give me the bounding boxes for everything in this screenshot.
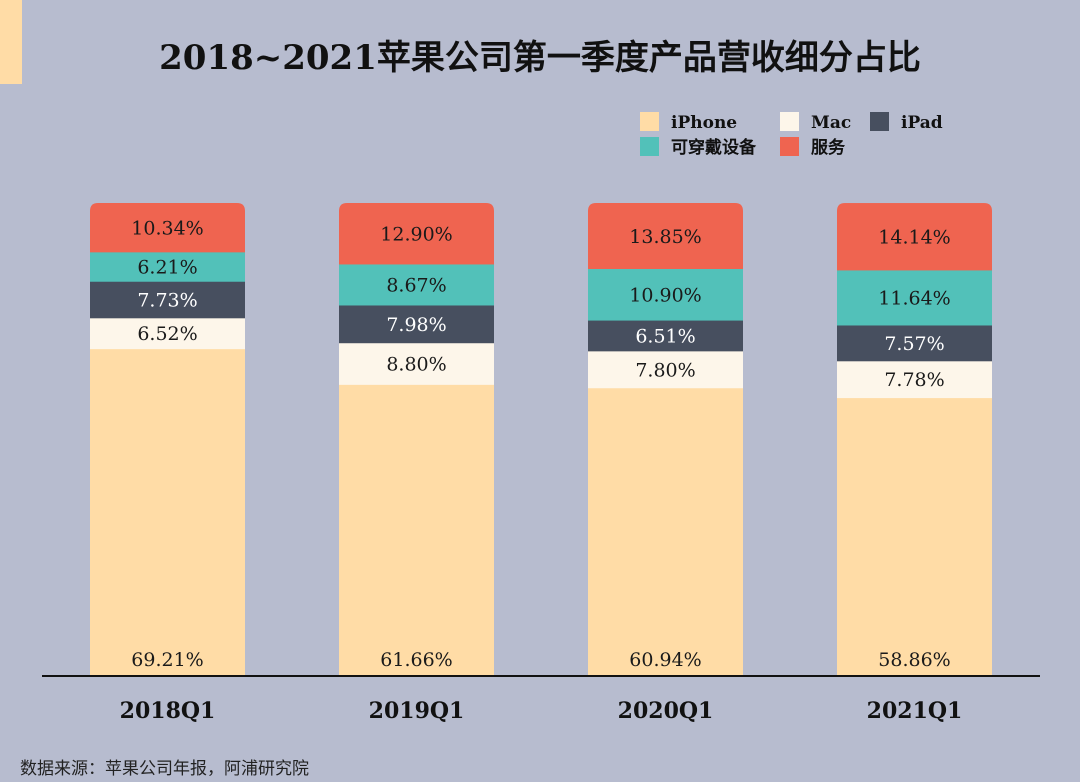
data-label-2018Q1-Mac: 6.52% [137, 323, 197, 345]
bar-2019Q1-Mac [339, 342, 494, 385]
bar-2020Q1-Mac [588, 350, 743, 389]
bar-stack-2019Q1 [339, 202, 494, 676]
data-label-2018Q1-可穿戴设备: 6.21% [137, 257, 197, 279]
data-label-2019Q1-iPad: 7.98% [386, 314, 446, 336]
data-label-2019Q1-可穿戴设备: 8.67% [386, 274, 446, 296]
data-source-note: 数据来源：苹果公司年报，阿浦研究院 [20, 759, 309, 779]
bar-2020Q1-iPhone [588, 387, 743, 676]
data-label-2020Q1-服务: 13.85% [629, 226, 701, 248]
bar-stack-2021Q1 [837, 203, 992, 676]
chart-title: 2018~2021苹果公司第一季度产品营收细分占比 [159, 38, 921, 78]
data-label-2018Q1-iPhone: 69.21% [131, 649, 203, 671]
corner-accent-tab [0, 0, 22, 84]
bar-2021Q1-iPhone [837, 397, 992, 676]
bar-2021Q1-iPad [837, 324, 992, 362]
legend-swatch-iPhone [640, 112, 659, 131]
legend-swatch-服务 [780, 137, 799, 156]
bar-2019Q1-服务 [339, 202, 494, 265]
legend-swatch-Mac [780, 112, 799, 131]
data-label-2021Q1-Mac: 7.78% [884, 369, 944, 391]
bar-stack-2018Q1 [90, 202, 245, 676]
data-label-2018Q1-iPad: 7.73% [137, 290, 197, 312]
bar-2021Q1-可穿戴设备 [837, 269, 992, 326]
bar-2020Q1-iPad [588, 320, 743, 352]
legend-label-iPad: iPad [901, 113, 943, 133]
data-label-2018Q1-服务: 10.34% [131, 217, 203, 239]
bar-stack-2020Q1 [588, 203, 743, 676]
legend-label-Mac: Mac [811, 113, 851, 133]
bar-2019Q1-iPhone [339, 384, 494, 676]
data-label-2019Q1-Mac: 8.80% [386, 354, 446, 376]
data-label-2021Q1-iPad: 7.57% [884, 333, 944, 355]
x-tick-label-2019Q1: 2019Q1 [369, 698, 465, 724]
x-tick-label-2018Q1: 2018Q1 [120, 698, 216, 724]
bar-2019Q1-可穿戴设备 [339, 263, 494, 306]
legend-label-服务: 服务 [811, 137, 846, 158]
x-tick-label-2020Q1: 2020Q1 [618, 698, 714, 724]
bar-2020Q1-服务 [588, 203, 743, 270]
legend-label-可穿戴设备: 可穿戴设备 [671, 137, 757, 158]
data-label-2020Q1-可穿戴设备: 10.90% [629, 284, 701, 306]
bar-2021Q1-Mac [837, 360, 992, 399]
bar-2020Q1-可穿戴设备 [588, 268, 743, 321]
legend-swatch-iPad [870, 112, 889, 131]
bar-2019Q1-iPad [339, 304, 494, 344]
bar-2018Q1-iPhone [90, 348, 245, 676]
data-label-2021Q1-可穿戴设备: 11.64% [878, 287, 950, 309]
data-label-2021Q1-服务: 14.14% [878, 226, 950, 248]
data-label-2019Q1-iPhone: 61.66% [380, 649, 452, 671]
data-label-2020Q1-Mac: 7.80% [635, 359, 695, 381]
data-label-2019Q1-服务: 12.90% [380, 223, 452, 245]
data-label-2020Q1-iPad: 6.51% [635, 325, 695, 347]
bar-2018Q1-服务 [90, 202, 245, 253]
bar-2018Q1-可穿戴设备 [90, 251, 245, 282]
x-tick-label-2021Q1: 2021Q1 [867, 698, 963, 724]
legend-swatch-可穿戴设备 [640, 137, 659, 156]
bar-2021Q1-服务 [837, 203, 992, 271]
data-label-2021Q1-iPhone: 58.86% [878, 649, 950, 671]
bar-2018Q1-Mac [90, 317, 245, 350]
legend-label-iPhone: iPhone [671, 113, 737, 133]
bar-2018Q1-iPad [90, 281, 245, 319]
data-label-2020Q1-iPhone: 60.94% [629, 649, 701, 671]
